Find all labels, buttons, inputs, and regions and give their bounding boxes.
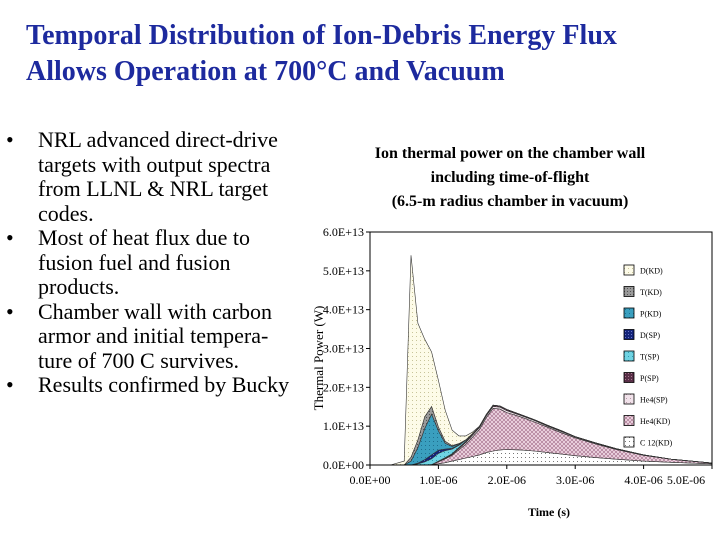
x-tick-label: 4.0E-06: [624, 473, 662, 487]
bullet-2-line-3: products.: [38, 274, 120, 299]
y-tick-label: 6.0E+13: [323, 225, 364, 239]
y-tick-label: 0.0E+00: [323, 458, 364, 472]
legend-label-he4-sp: He4(SP): [640, 396, 668, 405]
legend-swatch-p-kd: [623, 307, 635, 319]
bullet-1-line-3: from LLNL & NRL target: [38, 176, 269, 201]
bullet-item-2: • Most of heat flux due to fusion fuel a…: [0, 225, 318, 300]
legend-label-he4-kd: He4(KD): [640, 417, 671, 426]
chart-title-line-3: (6.5-m radius chamber in vacuum): [391, 193, 629, 210]
bullet-4-line-1: Results confirmed by Bucky: [38, 372, 290, 397]
y-tick-label: 3.0E+13: [323, 342, 364, 356]
y-tick-label: 1.0E+13: [323, 419, 364, 433]
legend-swatch-c-12-kd: [623, 436, 635, 448]
x-tick-label: 1.0E-06: [419, 473, 457, 487]
x-tick-label: 5.0E-06: [667, 473, 705, 487]
chart-title: Ion thermal power on the chamber wall in…: [340, 142, 680, 214]
bullet-item-1: • NRL advanced direct-drive targets with…: [0, 127, 318, 226]
bullet-dot-icon: •: [6, 298, 14, 324]
x-tick-label: 2.0E-06: [488, 473, 526, 487]
y-tick-label: 2.0E+13: [323, 380, 364, 394]
legend-swatch-p-sp: [623, 372, 635, 383]
bullet-1-line-2: targets with output spectra: [38, 151, 271, 177]
chart-title-line-1: Ion thermal power on the chamber wall: [374, 145, 646, 162]
bullet-item-3: • Chamber wall with carbon armor and ini…: [0, 298, 318, 374]
slide-title-line-1: Temporal Distribution of Ion-Debris Ener…: [26, 20, 617, 51]
bullet-3-line-3: ture of 700 C survives.: [38, 347, 240, 373]
legend-label-p-sp: P(SP): [640, 374, 659, 383]
bullet-1-line-4: codes.: [38, 200, 94, 226]
bullet-list: • NRL advanced direct-drive targets with…: [0, 127, 318, 398]
legend-swatch-t-sp: [623, 350, 635, 362]
legend-swatch-he4-sp: [623, 393, 635, 405]
legend-swatch-he4-kd: [623, 415, 635, 426]
y-tick-label: 4.0E+13: [323, 303, 364, 317]
chart-title-line-2: including time-of-flight: [430, 169, 590, 186]
legend-label-d-sp: D(SP): [640, 331, 660, 340]
legend-label-t-kd: T(KD): [640, 288, 662, 297]
bullet-1-line-1: NRL advanced direct-drive: [38, 127, 278, 152]
legend-label-d-kd: D(KD): [640, 267, 663, 276]
x-axis-label: Time (s): [528, 505, 570, 519]
legend-label-c-12-kd: C 12(KD): [640, 439, 673, 448]
legend-label-p-kd: P(KD): [640, 310, 662, 319]
slide-title: Temporal Distribution of Ion-Debris Ener…: [26, 18, 716, 90]
legend-label-t-sp: T(SP): [640, 353, 659, 362]
bullet-dot-icon: •: [6, 372, 14, 397]
bullet-2-line-2: fusion fuel and fusion: [38, 249, 231, 275]
bullet-dot-icon: •: [6, 225, 14, 250]
bullet-3-line-2: armor and initial tempera-: [38, 323, 269, 348]
y-axis-label: Thermal Power (W): [311, 306, 326, 411]
legend-swatch-d-sp: [623, 329, 635, 340]
x-tick-label: 3.0E-06: [556, 473, 594, 487]
slide-title-line-2: Allows Operation at 700°C and Vacuum: [26, 56, 505, 87]
legend-swatch-t-kd: [623, 286, 635, 297]
bullet-3-line-1: Chamber wall with carbon: [38, 298, 272, 324]
bullet-2-line-1: Most of heat flux due to: [38, 225, 251, 250]
bullet-item-4: • Results confirmed by Bucky: [0, 372, 318, 398]
legend-swatch-d-kd: [623, 264, 635, 276]
y-tick-label: 5.0E+13: [323, 264, 364, 278]
bullet-dot-icon: •: [6, 127, 14, 152]
x-tick-label: 0.0E+00: [349, 473, 390, 487]
